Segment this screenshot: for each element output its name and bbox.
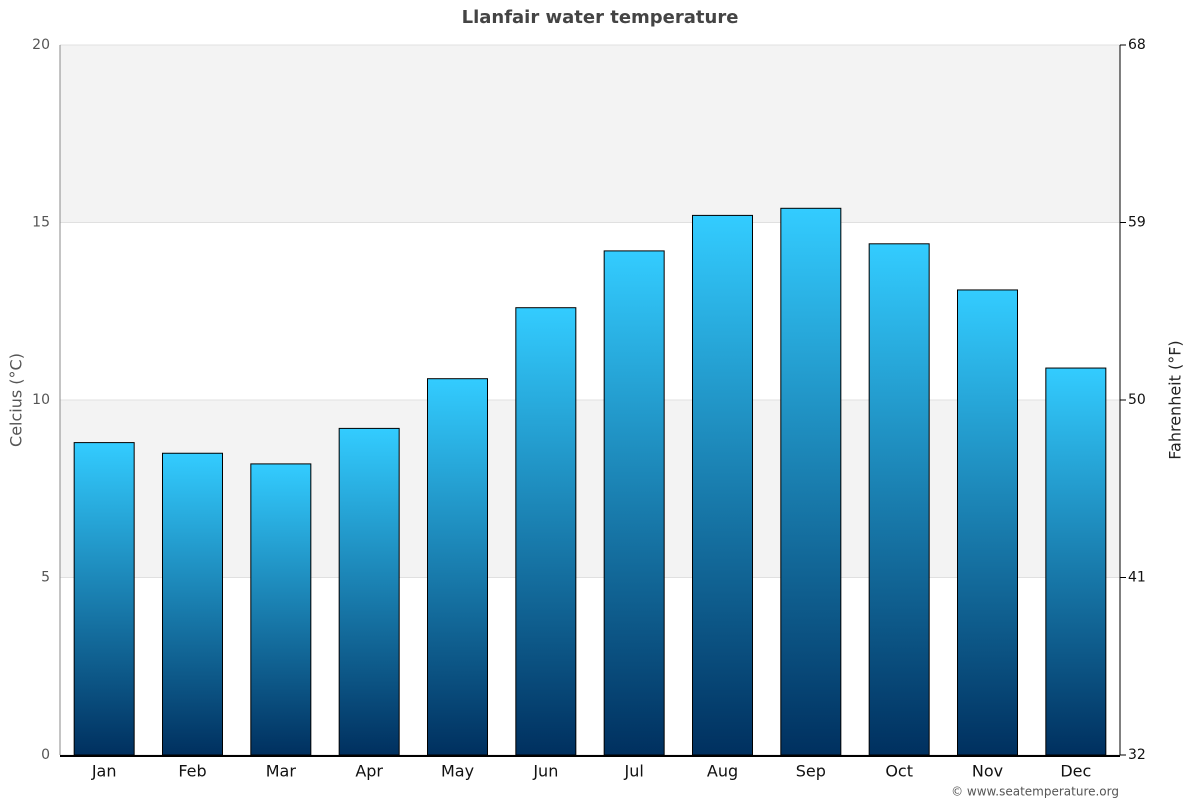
- x-tick-label: Dec: [1060, 762, 1091, 781]
- band: [60, 400, 1120, 578]
- y-tick-label: 20: [32, 37, 50, 53]
- bar: [427, 378, 488, 756]
- y-tick-label: 15: [32, 215, 50, 231]
- x-tick-label: Mar: [266, 762, 297, 781]
- y2-tick-label: 50: [1128, 392, 1146, 408]
- bar: [515, 307, 577, 756]
- x-tick-label: Sep: [796, 762, 826, 781]
- y2-tick-label: 68: [1128, 37, 1146, 53]
- y-tick-label: 5: [41, 570, 50, 586]
- bar: [780, 207, 842, 756]
- x-tick-label: Jul: [624, 762, 644, 781]
- x-tick-label: May: [441, 762, 474, 781]
- bar: [692, 214, 753, 756]
- bar: [1045, 367, 1107, 756]
- y2-tick-label: 41: [1128, 570, 1146, 586]
- chart-title: Llanfair water temperature: [462, 7, 739, 28]
- y-tick-label: 0: [41, 747, 50, 763]
- credit: © www.seatemperature.org: [951, 785, 1119, 799]
- band: [60, 45, 1120, 223]
- bar: [162, 452, 223, 756]
- x-tick-label: Oct: [885, 762, 913, 781]
- bar: [73, 442, 135, 756]
- bar: [868, 243, 930, 756]
- x-tick-label: Apr: [355, 762, 383, 781]
- y2-tick-label: 59: [1128, 215, 1146, 231]
- bar: [603, 250, 665, 756]
- x-tick-label: Feb: [178, 762, 206, 781]
- x-tick-label: Aug: [707, 762, 738, 781]
- y-tick-label: 10: [32, 392, 50, 408]
- y2-tick-label: 32: [1128, 747, 1146, 763]
- bar: [250, 463, 312, 756]
- y-axis-title: Celcius (°C): [7, 353, 26, 447]
- x-tick-label: Nov: [972, 762, 1003, 781]
- bar: [338, 427, 400, 756]
- bar: [957, 289, 1018, 756]
- y2-axis-title: Fahrenheit (°F): [1166, 340, 1185, 459]
- x-tick-label: Jan: [91, 762, 117, 781]
- x-tick-label: Jun: [532, 762, 558, 781]
